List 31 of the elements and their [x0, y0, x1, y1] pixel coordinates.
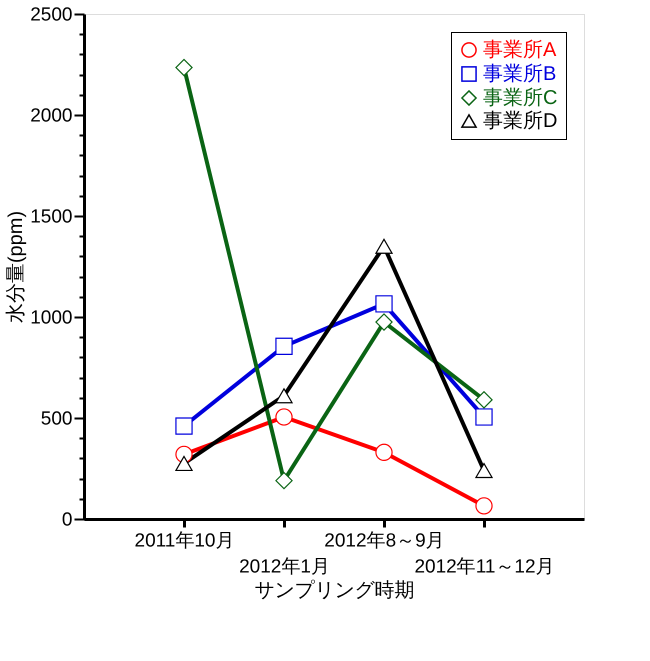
point [475, 391, 493, 408]
point [275, 388, 293, 404]
x-tick-label: 2012年8～9月 [324, 530, 445, 552]
x-axis-title: サンプリング時期 [254, 580, 414, 602]
point [275, 472, 293, 490]
legend-label: 事業所D [483, 110, 558, 132]
point [375, 295, 393, 313]
y-axis-title: 水分量(ppm) [5, 210, 28, 324]
point [175, 456, 193, 472]
point [275, 408, 293, 426]
point [375, 313, 393, 331]
x-tick-label: 2012年1月 [239, 556, 330, 578]
point [275, 338, 293, 355]
legend-label: 事業所A [483, 39, 557, 61]
x-tick-label: 2011年10月 [134, 530, 234, 552]
point [175, 417, 193, 435]
point [175, 58, 193, 76]
point [475, 497, 493, 515]
y-tick-label: 0 [62, 510, 72, 530]
y-tick-label: 500 [40, 408, 72, 430]
x-tick-label: 2012年11～12月 [414, 556, 555, 578]
legend-label: 事業所B [483, 63, 556, 85]
y-tick-label: 2500 [30, 4, 72, 26]
point [475, 408, 493, 426]
point [375, 238, 393, 254]
y-tick-label: 1000 [30, 308, 72, 328]
point [375, 444, 393, 461]
y-tick-label: 2000 [30, 106, 72, 126]
y-tick-label: 1500 [30, 206, 72, 228]
point [475, 462, 493, 478]
legend-label: 事業所C [483, 87, 558, 109]
